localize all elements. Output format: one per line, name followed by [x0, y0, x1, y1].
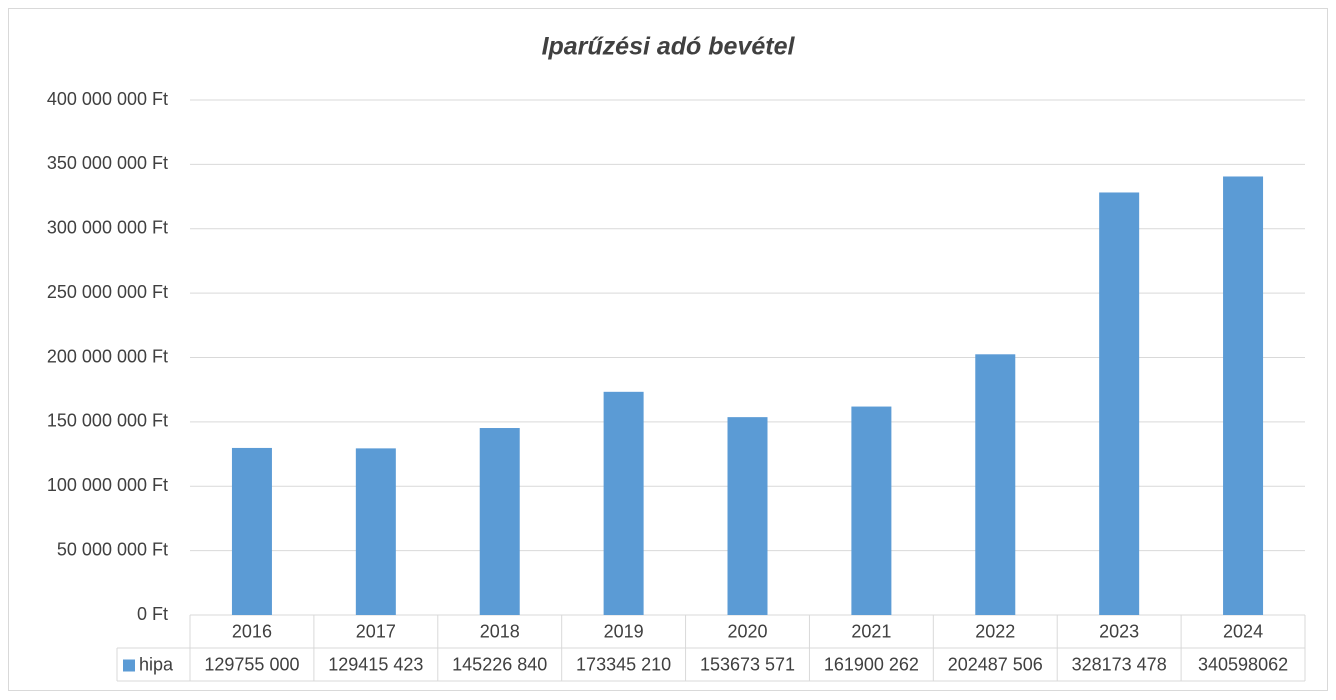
x-tick-label: 2021	[851, 621, 891, 641]
x-tick-label: 2023	[1099, 621, 1139, 641]
bar	[727, 417, 768, 615]
table-value: 202487 506	[948, 654, 1043, 674]
y-tick-label: 200 000 000 Ft	[47, 346, 168, 366]
table-value: 153673 571	[700, 654, 795, 674]
legend-swatch	[123, 659, 135, 672]
y-tick-label: 300 000 000 Ft	[47, 218, 168, 238]
x-tick-label: 2019	[604, 621, 644, 641]
table-value: 328173 478	[1072, 654, 1167, 674]
chart-title: Iparűzési adó bevétel	[542, 33, 796, 61]
table-value: 173345 210	[576, 654, 671, 674]
y-tick-label: 0 Ft	[137, 604, 168, 624]
bar	[355, 448, 396, 615]
y-tick-label: 400 000 000 Ft	[47, 89, 168, 109]
bar	[1223, 176, 1264, 616]
bar	[851, 406, 892, 615]
y-tick-label: 100 000 000 Ft	[47, 475, 168, 495]
x-tick-label: 2017	[356, 621, 396, 641]
y-tick-label: 250 000 000 Ft	[47, 282, 168, 302]
table-value: 129755 000	[204, 654, 299, 674]
x-tick-label: 2022	[975, 621, 1015, 641]
y-tick-label: 50 000 000 Ft	[57, 539, 168, 559]
bar	[1099, 192, 1140, 615]
x-tick-label: 2024	[1223, 621, 1263, 641]
bar	[603, 391, 644, 615]
table-value: 145226 840	[452, 654, 547, 674]
bar	[479, 428, 520, 615]
y-tick-label: 350 000 000 Ft	[47, 153, 168, 173]
x-tick-label: 2018	[480, 621, 520, 641]
x-tick-label: 2020	[727, 621, 767, 641]
legend-label: hipa	[139, 654, 174, 674]
y-tick-label: 150 000 000 Ft	[47, 411, 168, 431]
table-value: 340598062	[1198, 654, 1288, 674]
bar	[231, 447, 272, 615]
x-tick-label: 2016	[232, 621, 272, 641]
table-value: 129415 423	[328, 654, 423, 674]
table-value: 161900 262	[824, 654, 919, 674]
bar	[975, 354, 1016, 615]
